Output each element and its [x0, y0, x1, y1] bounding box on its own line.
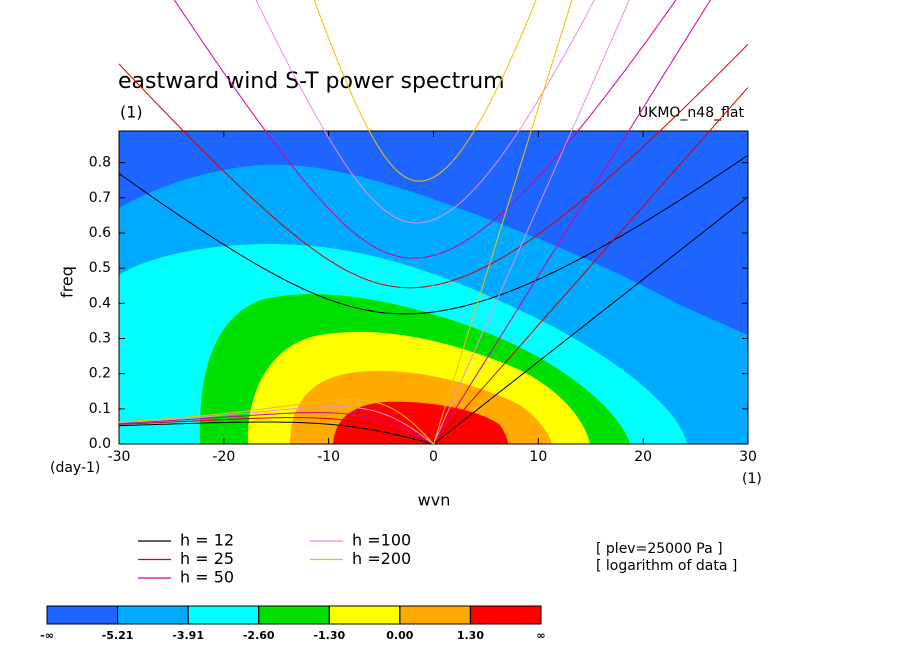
dispersion-curve: [119, 398, 434, 444]
dispersion-curve: [433, 0, 630, 444]
contour-field: [119, 131, 748, 444]
colorbar-cell: [469, 605, 542, 625]
colorbar-cell: [399, 605, 471, 625]
y-tick-label: 0.2: [89, 366, 111, 382]
colorbar-label: -3.91: [172, 629, 204, 642]
contour-band: [333, 401, 508, 444]
dispersion-curve: [173, 0, 677, 259]
colorbar-label: ∞: [536, 629, 545, 642]
dispersion-curve: [433, 0, 573, 444]
legend-label: h =100: [352, 531, 411, 550]
x-tick-label: -10: [317, 449, 340, 465]
legend-label: h = 50: [180, 568, 234, 587]
colorbar-label: -2.60: [243, 629, 275, 642]
dispersion-curve: [119, 154, 748, 315]
y-tick-label: 0.1: [89, 401, 111, 417]
x-tick-label: 20: [634, 449, 652, 465]
dispersion-curve: [119, 417, 434, 444]
note: [ plev=25000 Pa ]: [596, 541, 723, 557]
y-unit: (day-1): [50, 460, 100, 476]
colorbar-cell: [117, 605, 189, 625]
colorbar-label: -1.30: [313, 629, 345, 642]
dispersion-curve: [119, 421, 434, 444]
dispersion-curve: [433, 0, 712, 444]
x-axis-label: wvn: [418, 491, 451, 510]
subtitle: (1): [120, 103, 143, 122]
colorbar-label: 0.00: [386, 629, 413, 642]
colorbar-cell: [187, 605, 260, 625]
dispersion-curve: [433, 87, 748, 444]
y-tick-label: 0.6: [89, 225, 111, 241]
dispersion-curve: [119, 43, 748, 289]
y-tick-label: 0.5: [89, 260, 111, 276]
y-axis-label: freq: [58, 266, 77, 298]
dispersion-curves: [119, 0, 748, 444]
legend-label: h = 12: [180, 531, 234, 550]
x-tick-label: 0: [429, 449, 438, 465]
x-tick-label: -20: [212, 449, 235, 465]
x-tick-label: 10: [529, 449, 547, 465]
colorbar-cell: [46, 605, 119, 625]
x-tick-label: -30: [108, 449, 131, 465]
annotation: UKMO_n48_flat: [638, 105, 745, 121]
colorbar-cell: [328, 605, 401, 625]
colorbar-label: -5.21: [102, 629, 134, 642]
dispersion-curve: [119, 412, 434, 444]
y-tick-label: 0.4: [89, 295, 111, 311]
y-tick-label: 0.7: [89, 190, 111, 206]
y-tick-label: 0.8: [89, 155, 111, 171]
chart-title: eastward wind S-T power spectrum: [118, 69, 505, 94]
y-tick-label: 0.3: [89, 330, 111, 346]
colorbar-label: -∞: [40, 629, 54, 642]
colorbar-label: 1.30: [457, 629, 484, 642]
legend-label: h =200: [352, 549, 411, 568]
x-tick-label: 30: [739, 449, 757, 465]
legend-label: h = 25: [180, 549, 234, 568]
y-tick-label: 0.0: [89, 436, 111, 452]
x-unit: (1): [742, 471, 762, 487]
colorbar-cell: [258, 605, 330, 625]
dispersion-curve: [313, 0, 537, 182]
dispersion-curve: [255, 0, 595, 224]
dispersion-curve: [119, 406, 434, 444]
dispersion-curve: [433, 196, 748, 444]
note: [ logarithm of data ]: [596, 558, 737, 574]
